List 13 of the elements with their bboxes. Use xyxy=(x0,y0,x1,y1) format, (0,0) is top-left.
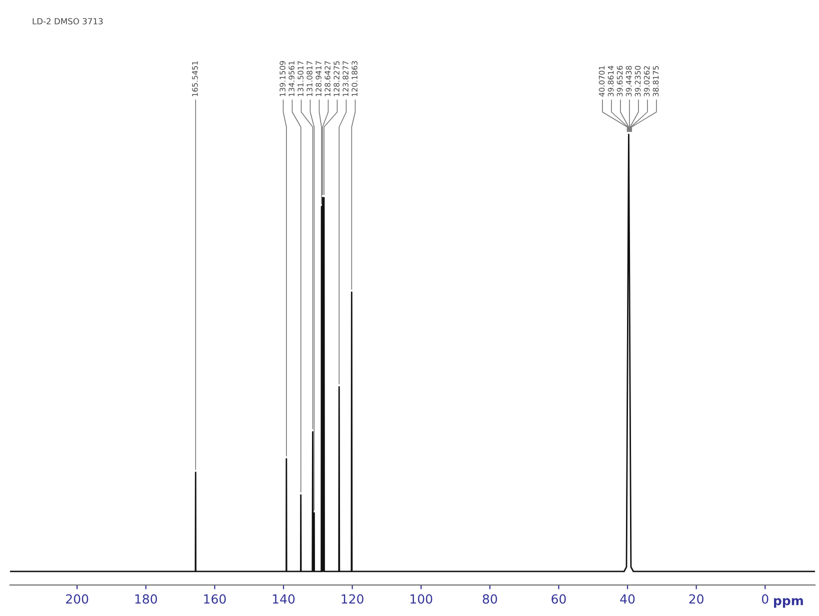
x-tick-label: 160 xyxy=(204,594,226,604)
x-tick-label: 20 xyxy=(689,594,704,604)
x-tick-label: 140 xyxy=(272,594,295,604)
x-tick-label: 200 xyxy=(66,594,88,604)
chart-title: LD-2 DMSO 3713 xyxy=(32,18,103,24)
x-tick-label: 120 xyxy=(342,594,364,604)
x-tick-label: 80 xyxy=(482,594,498,604)
x-tick-label: 60 xyxy=(552,594,566,604)
x-axis-title: ppm xyxy=(774,598,803,608)
x-tick-label: 180 xyxy=(135,594,157,604)
x-tick-label: 40 xyxy=(620,594,635,604)
x-tick-label: 100 xyxy=(410,594,432,604)
x-tick-label: 0 xyxy=(762,594,768,604)
